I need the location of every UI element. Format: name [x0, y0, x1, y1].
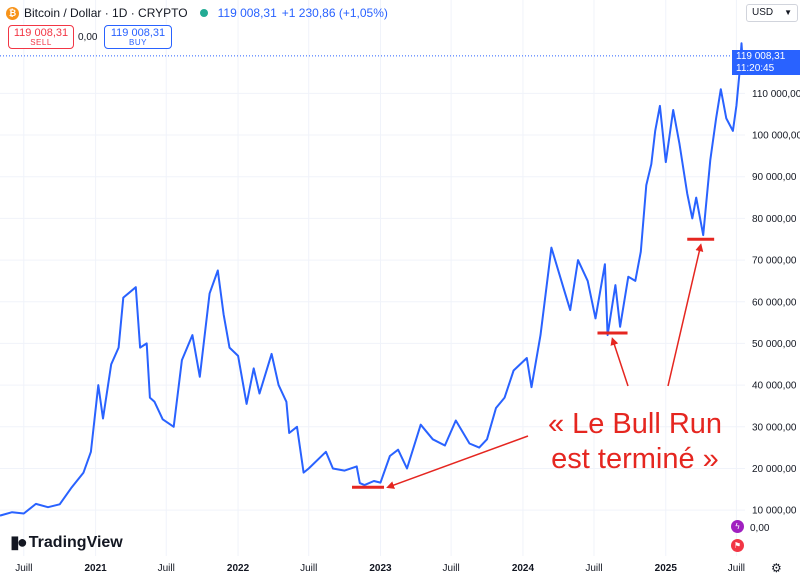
- y-tick-label: 30 000,00: [752, 422, 797, 433]
- buy-button[interactable]: 119 008,31 BUY: [104, 25, 172, 49]
- chevron-down-icon: ▼: [784, 8, 792, 17]
- candle-countdown: 11:20:45: [736, 62, 775, 74]
- y-tick-label: 20 000,00: [752, 464, 797, 475]
- x-tick-label: 2021: [84, 563, 107, 574]
- sell-button[interactable]: 119 008,31 SELL: [8, 25, 74, 49]
- buy-label: BUY: [129, 38, 147, 47]
- y-tick-label: 70 000,00: [752, 256, 797, 267]
- x-tick-label: Juill: [158, 563, 175, 574]
- y-tick-label: 90 000,00: [752, 172, 797, 183]
- sell-price: 119 008,31: [13, 27, 69, 39]
- x-tick-label: Juill: [300, 563, 317, 574]
- y-tick-label: 100 000,00: [752, 131, 800, 142]
- buy-price: 119 008,31: [110, 27, 166, 39]
- x-tick-label: 2023: [369, 563, 392, 574]
- annotation-arrow: [667, 243, 704, 387]
- logo-text: TradingView: [28, 533, 123, 551]
- y-tick-label: 110 000,00: [752, 89, 800, 100]
- annotation-arrow: [386, 435, 529, 489]
- header-change: +1 230,86 (+1,05%): [281, 6, 388, 20]
- tradingview-logo-icon: ▮●: [10, 532, 28, 552]
- x-tick-label: Juill: [443, 563, 460, 574]
- currency-value: USD: [752, 7, 774, 18]
- x-tick-label: 2024: [512, 563, 535, 574]
- y-tick-label: 40 000,00: [752, 381, 797, 392]
- bitcoin-icon: ₿: [6, 6, 19, 20]
- y-tick-label: 50 000,00: [752, 339, 797, 350]
- price-line: [0, 42, 744, 517]
- currency-select[interactable]: USD ▼: [746, 4, 798, 22]
- x-tick-label: Juill: [728, 563, 745, 574]
- annotation-line-1: « Le Bull Run: [547, 408, 723, 440]
- flash-icon[interactable]: ϟ: [731, 520, 744, 533]
- x-tick-label: 2025: [655, 563, 678, 574]
- annotation-line-2: est terminé »: [551, 443, 719, 475]
- x-tick-label: 2022: [227, 563, 250, 574]
- sell-label: SELL: [30, 38, 52, 47]
- flag-icon[interactable]: ⚑: [731, 539, 744, 552]
- symbol-title[interactable]: Bitcoin / Dollar · 1D · CRYPTO: [24, 6, 188, 20]
- y-tick-label: 60 000,00: [752, 297, 797, 308]
- x-tick-label: Juill: [585, 563, 602, 574]
- last-price-tag-value: 119 008,31: [736, 50, 786, 62]
- symbol-header: ₿ Bitcoin / Dollar · 1D · CRYPTO 119 008…: [6, 4, 388, 22]
- y-tick-label: 10 000,00: [752, 506, 797, 517]
- settings-icon[interactable]: ⚙: [771, 561, 782, 575]
- eye-icon[interactable]: [199, 9, 208, 17]
- y-tick-label: 80 000,00: [752, 214, 797, 225]
- x-tick-label: Juill: [15, 563, 32, 574]
- annotation-text: « Le Bull Run est terminé »: [520, 407, 750, 477]
- indicator-axis-value: 0,00: [750, 523, 770, 534]
- last-price-tag: 119 008,31 11:20:45: [732, 49, 800, 75]
- annotation-arrow: [610, 337, 629, 387]
- header-last-price: 119 008,31: [217, 6, 277, 20]
- tradingview-logo[interactable]: ▮● TradingView: [10, 532, 123, 553]
- spread-value: 0,00: [78, 32, 98, 43]
